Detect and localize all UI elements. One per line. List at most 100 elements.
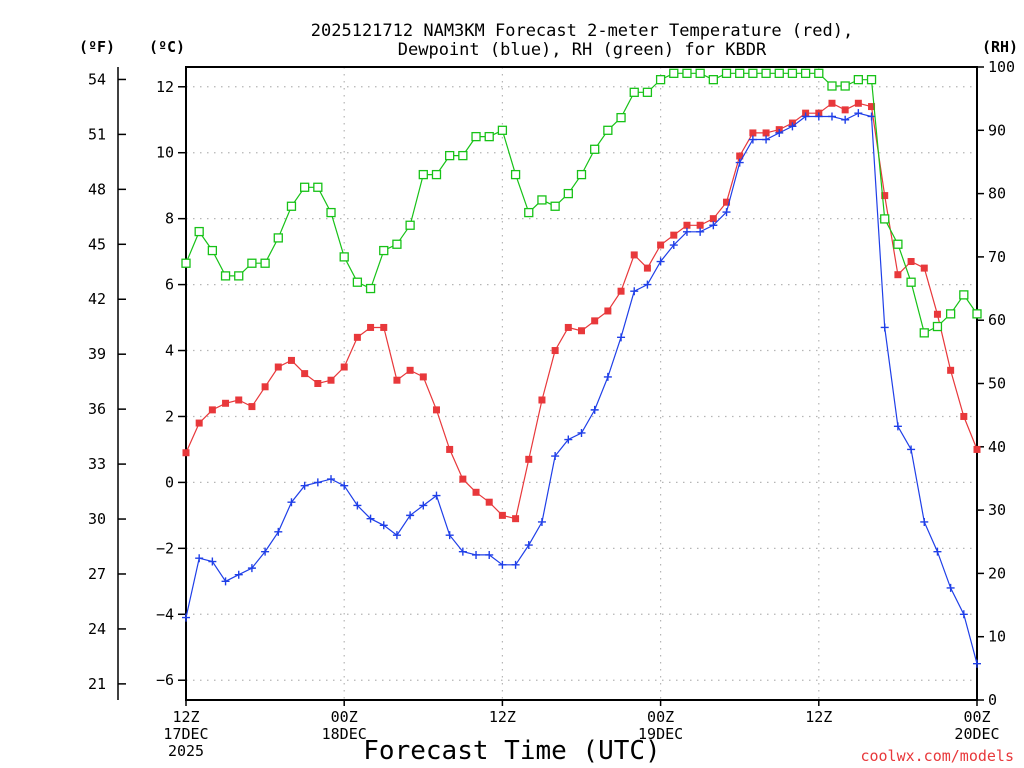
rh-point bbox=[524, 207, 534, 218]
dewpoint-point bbox=[973, 659, 981, 668]
rh-tick-label: 100 bbox=[988, 58, 1015, 76]
dewpoint-point bbox=[392, 531, 401, 540]
rh-point bbox=[787, 68, 798, 78]
rh-tick-label: 60 bbox=[988, 311, 1006, 329]
dewpoint-point bbox=[814, 112, 823, 121]
x-tick-label: 00Z bbox=[963, 708, 990, 726]
x-tick-label: 20DEC bbox=[954, 725, 999, 743]
rh-tick-label: 50 bbox=[988, 375, 1006, 393]
rh-point bbox=[616, 112, 626, 123]
temperature-point bbox=[406, 366, 414, 374]
celsius-tick-label: 12 bbox=[156, 78, 174, 96]
dewpoint-point bbox=[590, 405, 599, 414]
temperature-point bbox=[696, 221, 704, 229]
dewpoint-point bbox=[340, 481, 349, 490]
watermark-text: coolwx.com/models bbox=[860, 747, 1014, 765]
dewpoint-point bbox=[406, 511, 415, 520]
dewpoint-point bbox=[287, 498, 296, 507]
x-tick-label: 12Z bbox=[489, 708, 516, 726]
rh-point bbox=[906, 277, 916, 287]
dewpoint-point bbox=[182, 613, 190, 622]
celsius-tick-label: 0 bbox=[165, 473, 174, 491]
rh-point bbox=[866, 75, 877, 85]
plot-border bbox=[185, 66, 978, 701]
x-tick-label: 12Z bbox=[805, 708, 832, 726]
rh-point bbox=[194, 226, 204, 237]
rh-point bbox=[405, 220, 415, 230]
x-tick-label: 2025 bbox=[168, 742, 204, 760]
temperature-point bbox=[459, 475, 467, 483]
rh-point bbox=[431, 169, 442, 180]
temperature-point bbox=[920, 264, 928, 272]
rh-point bbox=[853, 75, 863, 85]
rh-point bbox=[392, 239, 402, 249]
rh-point bbox=[458, 150, 468, 161]
rh-point bbox=[299, 182, 310, 192]
temperature-point bbox=[353, 333, 361, 341]
rh-unit-label: (RH) bbox=[982, 38, 1018, 56]
rh-tick-label: 90 bbox=[988, 121, 1006, 139]
dewpoint-point bbox=[775, 128, 784, 137]
celsius-tick-label: 6 bbox=[165, 276, 174, 294]
right-axis-rh: 0 10 20 30 40 50 60 70 80 90 100 bbox=[977, 58, 1015, 709]
dewpoint-point bbox=[419, 501, 428, 510]
fahrenheit-tick-label: 42 bbox=[88, 290, 106, 308]
chart-title-line-2: Dewpoint (blue), RH (green) for KBDR bbox=[398, 40, 767, 60]
temperature-point bbox=[630, 251, 638, 259]
rh-point bbox=[260, 258, 270, 268]
dewpoint-point bbox=[696, 227, 705, 236]
dewpoint-point bbox=[432, 491, 441, 500]
rh-point bbox=[800, 68, 811, 78]
dewpoint-point bbox=[577, 428, 586, 437]
rh-point bbox=[510, 169, 521, 180]
dewpoint-point bbox=[274, 527, 283, 536]
rh-point bbox=[919, 328, 929, 338]
x-axis-title: Forecast Time (UTC) bbox=[363, 736, 660, 766]
dewpoint-point bbox=[762, 135, 771, 144]
dewpoint-point bbox=[472, 550, 481, 559]
series-layer bbox=[181, 68, 982, 668]
dewpoint-point bbox=[485, 550, 494, 559]
temperature-point bbox=[828, 99, 836, 107]
celsius-unit-label: (ºC) bbox=[149, 38, 185, 56]
temperature-point bbox=[657, 241, 665, 249]
x-tick-label: 19DEC bbox=[638, 725, 683, 743]
temperature-point bbox=[287, 356, 295, 364]
temperature-point bbox=[393, 376, 401, 384]
fahrenheit-tick-label: 48 bbox=[88, 180, 106, 198]
temperature-point bbox=[683, 221, 691, 229]
rh-point bbox=[550, 201, 560, 211]
x-tick-label: 12Z bbox=[172, 708, 199, 726]
temperature-point bbox=[854, 99, 862, 107]
rh-point bbox=[721, 68, 732, 78]
rh-point bbox=[655, 75, 666, 85]
temperature-point bbox=[578, 327, 585, 335]
fahrenheit-tick-label: 30 bbox=[88, 510, 106, 528]
rh-point bbox=[695, 68, 705, 78]
temperature-point bbox=[551, 347, 559, 355]
dewpoint-point bbox=[630, 287, 639, 296]
dewpoint-point bbox=[669, 241, 678, 250]
dewpoint-point bbox=[234, 570, 243, 579]
series-line-temperature bbox=[185, 102, 978, 520]
temperature-point bbox=[868, 103, 876, 111]
dewpoint-point bbox=[801, 112, 810, 121]
dewpoint-point bbox=[682, 227, 691, 236]
rh-point bbox=[339, 252, 349, 262]
fahrenheit-tick-label: 54 bbox=[88, 70, 106, 88]
rh-point bbox=[603, 125, 613, 135]
temperature-point bbox=[604, 307, 612, 315]
temperature-point bbox=[907, 258, 915, 266]
rh-point bbox=[181, 258, 191, 268]
temperature-point bbox=[446, 445, 454, 453]
dewpoint-point bbox=[458, 547, 467, 556]
rh-point bbox=[893, 239, 903, 249]
left-axis-celsius: −6 −4 −2 0 2 4 6 8 10 12 bbox=[156, 78, 186, 689]
temperature-point bbox=[195, 419, 203, 427]
temperature-point bbox=[670, 231, 678, 239]
fahrenheit-tick-label: 51 bbox=[88, 125, 106, 143]
series-line-dewpoint bbox=[185, 112, 978, 664]
rh-point bbox=[484, 131, 494, 142]
dewpoint-point bbox=[920, 517, 929, 526]
